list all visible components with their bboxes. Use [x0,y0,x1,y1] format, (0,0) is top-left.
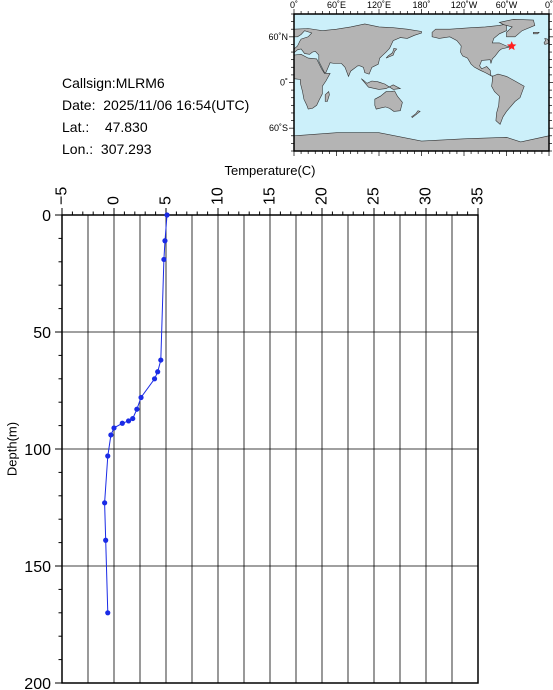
x-tick-label: 30 [418,187,435,205]
y-tick-label: 100 [24,442,51,459]
date-value: 2025/11/06 16:54(UTC) [103,97,250,113]
land-japan [385,47,398,59]
callsign-label: Callsign: [62,75,116,91]
station-marker-icon [506,41,517,51]
map-lon-label: 0˚ [545,0,553,10]
map-lon-label: 180˚ [412,0,430,10]
x-tick-label: 15 [262,187,279,205]
date-row: Date: 2025/11/06 16:54(UTC) [62,94,249,116]
map-lat-label: 0˚ [280,78,288,88]
y-axis-title: Depth(m) [5,422,20,476]
temperature-data-point [151,376,158,382]
temperature-data-point [162,238,168,244]
temperature-data-point [103,537,109,543]
world-map: 0˚ 60˚E 120˚E 180˚ 120˚W 60˚W 0˚ 60˚N 0˚ 60˚S [268,0,553,156]
temperature-data-point [161,256,167,263]
lon-label: Lon.: [62,141,94,157]
y-tick-label: 50 [33,325,51,342]
land-new-zealand [411,110,421,118]
temperature-data-point [108,432,114,438]
temperature-data-point [134,406,140,412]
land-australia [374,90,403,112]
map-lon-label: 120˚W [451,0,478,10]
temperature-data-point [125,418,132,424]
x-tick-label: 5 [158,196,175,205]
date-label: Date: [62,97,96,113]
map-lat-label: 60˚N [268,32,288,42]
land-north-america [431,23,511,77]
land-greenland [498,18,536,38]
lat-row: Lat.: 47.830 [62,116,249,138]
land-south-america [491,73,525,125]
map-lon-label: 120˚E [367,0,391,10]
land-madagascar [324,91,330,102]
x-tick-label: 10 [210,187,227,205]
temperature-data-point [111,425,117,431]
temperature-data-point [102,500,108,506]
lat-label: Lat.: [62,119,90,135]
lon-value: 307.293 [100,141,152,157]
x-tick-label: −5 [54,187,71,205]
station-info: Callsign:MLRM6 Date: 2025/11/06 16:54(UT… [62,72,249,160]
temperature-data-point [138,394,144,401]
y-tick-label: 200 [24,676,51,690]
callsign-row: Callsign:MLRM6 [62,72,249,94]
temperature-data-point [105,610,111,616]
land-uk [543,37,550,45]
land-eurasia [293,23,422,78]
temperature-data-point [155,369,161,375]
temperature-data-point [158,357,164,363]
map-lat-label: 60˚S [269,123,288,133]
temperature-data-point [105,453,111,459]
x-tick-label: 20 [314,187,331,205]
lon-row: Lon.: 307.293 [62,138,249,160]
x-axis-title: Temperature(C) [224,163,315,178]
map-lon-label: 60˚W [496,0,518,10]
x-tick-label: 0 [106,196,123,205]
y-tick-label: 150 [24,559,51,576]
map-lon-label: 60˚E [327,0,346,10]
map-lon-label: 0˚ [290,0,298,10]
land-africa [293,53,331,110]
land-iceland [533,31,540,35]
callsign-value: MLRM6 [115,75,165,91]
lat-value: 47.830 [104,119,148,135]
x-tick-label: 25 [366,187,383,205]
land-indonesia [361,78,402,90]
x-tick-label: 35 [470,187,487,205]
temperature-data-point [130,415,136,422]
temperature-data-point [164,212,170,218]
y-tick-label: 0 [42,208,51,225]
temperature-data-point [119,420,125,426]
